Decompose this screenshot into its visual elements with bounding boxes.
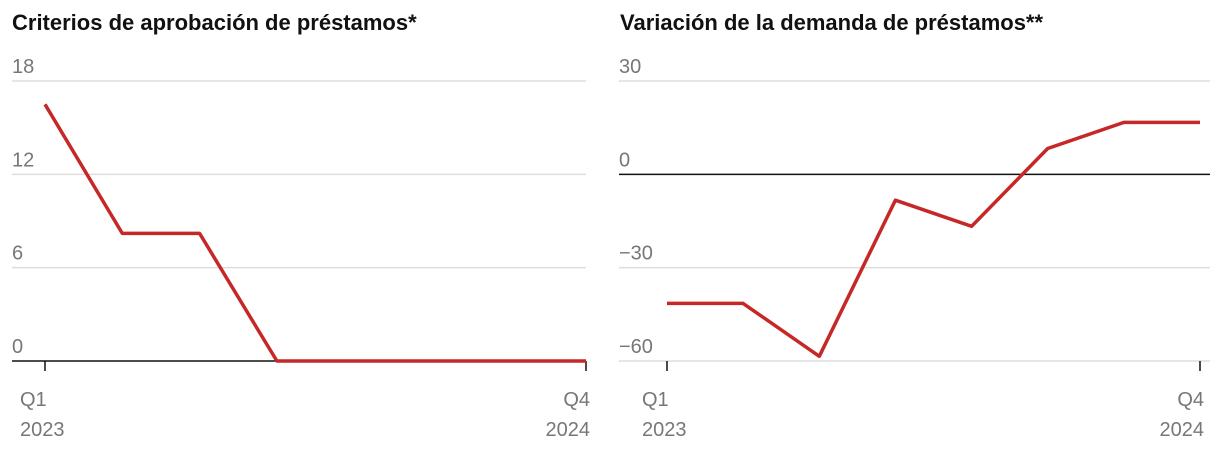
x-tick-label-quarter: Q1	[20, 389, 47, 411]
series-line	[43, 103, 586, 363]
series-line	[667, 120, 1200, 359]
y-tick-label: 18	[12, 56, 34, 78]
y-tick-label: −60	[619, 336, 653, 358]
x-tick-label-quarter: Q4	[563, 389, 590, 411]
x-tick-label-year: 2023	[642, 419, 687, 441]
y-tick-label: 0	[12, 336, 23, 358]
chart-plot-approval-criteria: 18 12 6 0 Q1 2023 Q4 2024	[12, 56, 591, 441]
y-tick-label: 12	[12, 149, 34, 171]
x-tick-label-quarter: Q4	[1177, 389, 1204, 411]
y-tick-label: −30	[619, 243, 653, 265]
x-tick-label-year: 2024	[1160, 419, 1205, 441]
chart-plot-loan-demand: 30 0 −30 −60 Q1 2023 Q4 2024	[619, 56, 1210, 441]
x-tick-label-quarter: Q1	[642, 389, 669, 411]
chart-panel-approval-criteria: Criterios de aprobación de préstamos* 18…	[0, 0, 600, 452]
y-tick-label: 0	[619, 149, 630, 171]
x-tick-label-year: 2024	[546, 419, 591, 441]
y-tick-label: 6	[12, 243, 23, 265]
x-tick-label-year: 2023	[20, 419, 65, 441]
chart-title: Variación de la demanda de préstamos**	[620, 10, 1044, 35]
chart-panel-loan-demand: Variación de la demanda de préstamos** 3…	[610, 0, 1220, 452]
chart-title: Criterios de aprobación de préstamos*	[12, 10, 417, 35]
y-tick-label: 30	[619, 56, 641, 78]
